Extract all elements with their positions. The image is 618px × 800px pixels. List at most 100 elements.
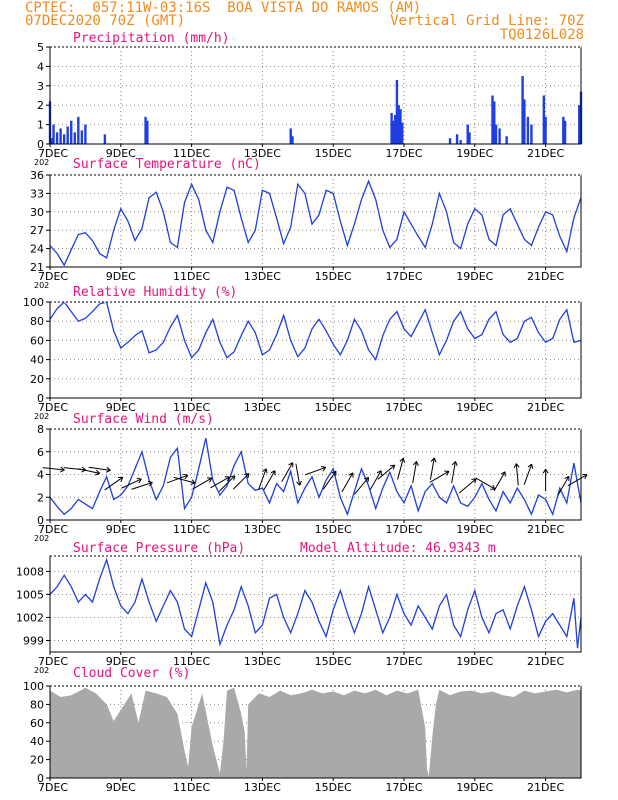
y-tick-label: 20 — [30, 754, 44, 767]
x-tick-label: 17DEC — [385, 523, 422, 536]
wind-arrow — [258, 468, 267, 490]
wind-arrow-head — [224, 476, 230, 482]
wind-arrow — [412, 461, 418, 484]
wind-arrow-head — [399, 457, 406, 463]
precip-bar — [578, 105, 581, 144]
panel-2 — [46, 301, 582, 401]
wind-arrow-head — [60, 466, 65, 473]
x-tick-label: 17DEC — [385, 270, 422, 283]
wind-arrow — [458, 478, 477, 494]
panel-0 — [46, 46, 583, 147]
wind-arrow — [121, 478, 142, 489]
x-tick-label: 13DEC — [244, 781, 281, 794]
y-tick-label: 0 — [37, 138, 44, 151]
precip-bar — [448, 138, 452, 144]
wind-arrow-head — [500, 471, 506, 477]
wind-arrow-head — [389, 464, 396, 470]
y-tick-label: 27 — [30, 224, 44, 237]
wind-arrow — [78, 468, 100, 474]
header-model-id: TQ0126L028 — [499, 27, 584, 43]
wind-arrow — [166, 474, 188, 484]
wind-arrow — [218, 475, 236, 492]
y-tick-label: 60 — [30, 717, 44, 730]
series-line — [49, 179, 582, 267]
wind-arrow-head — [147, 480, 153, 487]
x-tick-label: 9DEC — [106, 523, 136, 536]
cloud-cover-area — [50, 687, 581, 778]
y-tick-label: 999 — [23, 634, 44, 647]
wind-arrow — [523, 463, 533, 486]
wind-arrow-head — [207, 477, 213, 483]
x-tick-label: 11DEC — [173, 147, 210, 160]
y-tick-label: 6 — [37, 446, 44, 459]
x-tick-label: 15DEC — [315, 401, 352, 414]
x-tick-label: 21DEC — [527, 401, 564, 414]
precip-bar — [390, 112, 393, 144]
wind-arrow — [295, 463, 301, 486]
y-tick-label: 80 — [30, 698, 44, 711]
panel-frame — [49, 46, 582, 145]
panel-title: Precipitation (mm/h) — [73, 31, 230, 46]
y-tick-label: 60 — [30, 334, 44, 347]
wind-arrow-head — [117, 476, 124, 482]
x-tick-label: 9DEC — [106, 655, 136, 668]
x-tick-label: 15DEC — [315, 523, 352, 536]
x-tick-label: 11DEC — [173, 270, 210, 283]
x-tick-label: 19DEC — [456, 781, 493, 794]
wind-arrow — [131, 482, 153, 490]
x-tick-label: 15DEC — [315, 781, 352, 794]
wind-arrow — [192, 477, 212, 490]
wind-arrow-head — [527, 463, 534, 469]
y-tick-label: 2 — [37, 99, 44, 112]
y-tick-label: 40 — [30, 735, 44, 748]
precip-bar — [459, 140, 462, 144]
y-tick-label: 3 — [37, 80, 44, 93]
precip-bar — [526, 116, 530, 144]
y-tick-label: 40 — [30, 354, 44, 367]
y-tick-label: 0 — [37, 514, 44, 527]
precip-bar — [395, 79, 399, 144]
precip-bar — [50, 138, 53, 144]
panel-title: Surface Wind (m/s) — [73, 412, 214, 427]
wind-arrow — [429, 457, 435, 480]
panel-title: Cloud Cover (%) — [73, 666, 190, 681]
wind-arrow — [281, 462, 294, 483]
x-tick-label: 21DEC — [527, 655, 564, 668]
wind-arrow — [567, 474, 588, 487]
precip-bar — [77, 116, 80, 144]
x-year-stub: 202 — [34, 158, 49, 167]
y-tick-label: 30 — [30, 206, 44, 219]
wind-arrow — [341, 472, 354, 493]
precip-bar — [493, 101, 496, 144]
wind-arrow-head — [564, 475, 570, 482]
precip-bar — [52, 124, 55, 144]
x-tick-label: 21DEC — [527, 270, 564, 283]
x-tick-label: 7DEC — [38, 781, 68, 794]
x-tick-label: 13DEC — [244, 655, 281, 668]
wind-arrow-head — [296, 480, 302, 486]
y-tick-label: 100 — [23, 296, 44, 309]
x-tick-label: 9DEC — [106, 781, 136, 794]
wind-arrow — [42, 467, 65, 471]
x-tick-label: 19DEC — [456, 523, 493, 536]
x-tick-label: 19DEC — [456, 655, 493, 668]
wind-arrow-head — [321, 465, 327, 472]
x-tick-label: 13DEC — [244, 401, 281, 414]
precip-bar — [491, 95, 494, 144]
x-tick-label: 15DEC — [315, 655, 352, 668]
wind-arrow — [233, 473, 250, 490]
wind-arrow — [475, 477, 496, 490]
precip-bar — [144, 116, 147, 144]
wind-arrow — [173, 476, 196, 484]
y-tick-label: 2 — [37, 491, 44, 504]
wind-arrow — [557, 476, 570, 496]
y-tick-label: 100 — [23, 680, 44, 693]
wind-arrow — [397, 458, 404, 480]
panel-frame — [49, 301, 582, 399]
y-tick-label: 1008 — [16, 565, 44, 578]
y-tick-label: 24 — [30, 243, 44, 256]
y-tick-label: 80 — [30, 315, 44, 328]
wind-arrow — [429, 470, 450, 483]
wind-arrow-head — [288, 462, 294, 468]
